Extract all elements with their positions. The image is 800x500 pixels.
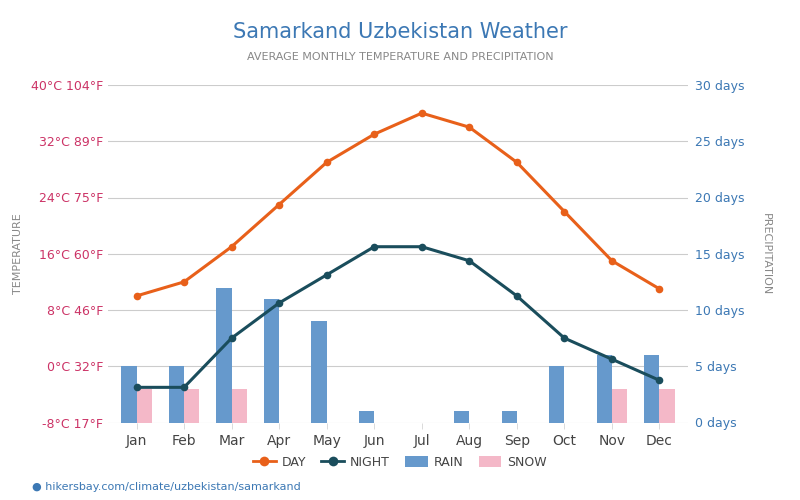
Text: ● hikersbay.com/climate/uzbekistan/samarkand: ● hikersbay.com/climate/uzbekistan/samar… <box>32 482 301 492</box>
Bar <box>311 322 326 422</box>
Bar <box>169 366 184 422</box>
Bar <box>216 288 232 422</box>
Bar <box>597 355 612 422</box>
Bar <box>122 366 137 422</box>
Bar <box>502 411 517 422</box>
Bar <box>612 389 627 422</box>
Bar <box>644 355 659 422</box>
Text: Samarkand Uzbekistan Weather: Samarkand Uzbekistan Weather <box>233 22 567 42</box>
Bar <box>184 389 199 422</box>
Bar <box>232 389 247 422</box>
Bar <box>549 366 564 422</box>
Bar <box>454 411 470 422</box>
Text: AVERAGE MONTHLY TEMPERATURE AND PRECIPITATION: AVERAGE MONTHLY TEMPERATURE AND PRECIPIT… <box>246 52 554 62</box>
Bar <box>264 298 279 422</box>
Bar <box>137 389 152 422</box>
Bar <box>359 411 374 422</box>
Legend: DAY, NIGHT, RAIN, SNOW: DAY, NIGHT, RAIN, SNOW <box>248 451 552 474</box>
Text: TEMPERATURE: TEMPERATURE <box>13 214 23 294</box>
Text: PRECIPITATION: PRECIPITATION <box>762 212 771 295</box>
Bar <box>659 389 674 422</box>
